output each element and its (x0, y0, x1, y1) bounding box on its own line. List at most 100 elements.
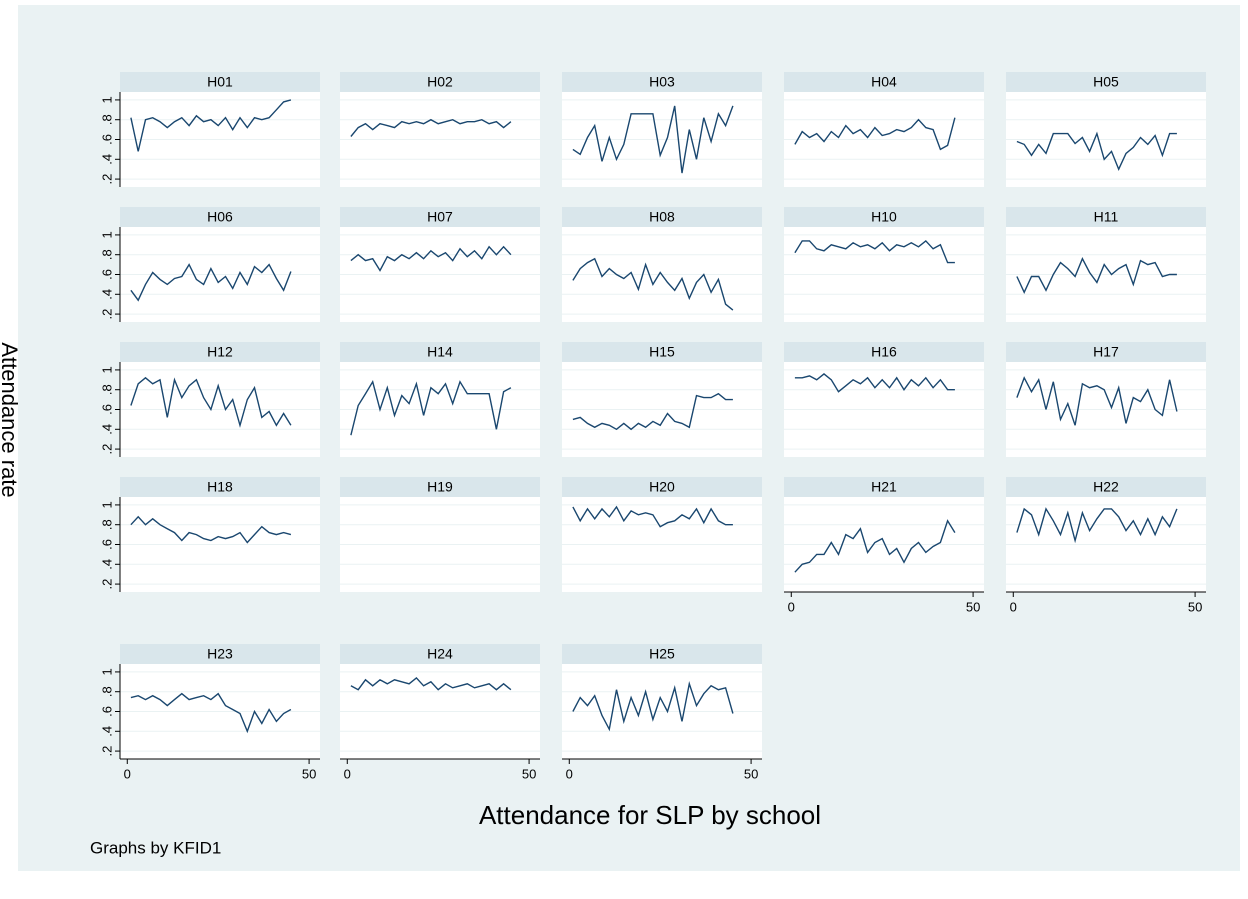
y-tick-label: .2 (99, 444, 114, 455)
panel-header (784, 342, 984, 362)
x-tick-label: 0 (788, 599, 795, 614)
data-line (130, 99, 292, 152)
data-line (572, 105, 734, 174)
y-tick-label: .8 (99, 114, 114, 125)
panel-title: H08 (649, 209, 675, 225)
y-tick-label: .2 (99, 309, 114, 320)
panel-header (340, 207, 540, 227)
panel-title: H05 (1093, 74, 1119, 90)
y-tick-label: .2 (99, 746, 114, 757)
data-line (130, 515, 292, 544)
panel-title: H10 (871, 209, 897, 225)
panel-header (784, 207, 984, 227)
data-line (572, 681, 734, 732)
data-line (572, 257, 734, 311)
panel-header (120, 72, 320, 92)
note: Graphs by KFID1 (90, 838, 221, 857)
data-line (350, 676, 512, 691)
x-tick-label: 0 (124, 766, 131, 781)
panel-title: H18 (207, 479, 233, 495)
y-axis-label: Attendance rate (0, 342, 22, 497)
panel-header (562, 477, 762, 497)
panel-title: H04 (871, 74, 897, 90)
data-line (350, 380, 512, 436)
y-tick-label: .4 (99, 726, 114, 737)
panel-header (340, 644, 540, 664)
data-line (794, 239, 955, 264)
y-tick-label: .4 (99, 559, 114, 570)
x-tick-label: 50 (744, 766, 758, 781)
y-tick-label: 1 (99, 231, 114, 238)
y-tick-label: .2 (99, 174, 114, 185)
panel-title: H12 (207, 344, 233, 360)
y-tick-label: 1 (99, 668, 114, 675)
y-tick-label: .4 (99, 424, 114, 435)
x-tick-label: 50 (1188, 599, 1202, 614)
y-tick-label: 1 (99, 366, 114, 373)
panel-header (562, 207, 762, 227)
panel-header (784, 72, 984, 92)
panel-title: H02 (427, 74, 453, 90)
y-tick-label: .6 (99, 134, 114, 145)
data-line (572, 505, 733, 528)
panel-title: H23 (207, 646, 233, 662)
data-line (1016, 131, 1177, 171)
panel-title: H15 (649, 344, 675, 360)
panel-header (562, 72, 762, 92)
y-tick-label: .8 (99, 519, 114, 530)
panel-header (562, 644, 762, 664)
data-line (130, 692, 292, 734)
panel-title: H20 (649, 479, 675, 495)
y-tick-label: .8 (99, 249, 114, 260)
panel-title: H01 (207, 74, 233, 90)
y-tick-label: 1 (99, 96, 114, 103)
x-tick-label: 50 (302, 766, 316, 781)
panel-title: H19 (427, 479, 453, 495)
y-tick-label: .2 (99, 579, 114, 590)
y-tick-label: .6 (99, 269, 114, 280)
panel-header (1006, 72, 1206, 92)
data-line (1016, 257, 1177, 294)
data-line (130, 376, 292, 428)
x-axis-label: Attendance for SLP by school (479, 800, 821, 830)
x-tick-label: 50 (522, 766, 536, 781)
panel-header (340, 72, 540, 92)
panel-header (340, 477, 540, 497)
panel-header (1006, 342, 1206, 362)
panel-title: H17 (1093, 344, 1119, 360)
panel-header (562, 342, 762, 362)
y-tick-label: 1 (99, 501, 114, 508)
panel-header (120, 644, 320, 664)
data-line (794, 519, 956, 573)
panel-title: H07 (427, 209, 453, 225)
y-tick-label: .6 (99, 539, 114, 550)
y-tick-label: .8 (99, 384, 114, 395)
data-line (1016, 507, 1178, 544)
data-line (350, 118, 512, 137)
panel-header (120, 342, 320, 362)
y-tick-label: .6 (99, 404, 114, 415)
x-tick-label: 0 (1010, 599, 1017, 614)
data-line (350, 245, 512, 272)
panel-header (120, 207, 320, 227)
y-tick-label: .6 (99, 706, 114, 717)
y-tick-label: .4 (99, 154, 114, 165)
panel-title: H06 (207, 209, 233, 225)
data-line (794, 372, 955, 393)
panel-title: H21 (871, 479, 897, 495)
x-tick-label: 50 (966, 599, 980, 614)
panel-header (1006, 477, 1206, 497)
data-line (572, 392, 733, 431)
panel-header (784, 477, 984, 497)
panel-title: H25 (649, 646, 675, 662)
panel-title: H03 (649, 74, 675, 90)
x-tick-label: 0 (566, 766, 573, 781)
data-line (1016, 376, 1178, 426)
x-tick-label: 0 (344, 766, 351, 781)
panel-title: H24 (427, 646, 453, 662)
y-tick-label: .4 (99, 289, 114, 300)
panel-header (340, 342, 540, 362)
panel-title: H22 (1093, 479, 1119, 495)
panel-title: H11 (1094, 209, 1119, 225)
